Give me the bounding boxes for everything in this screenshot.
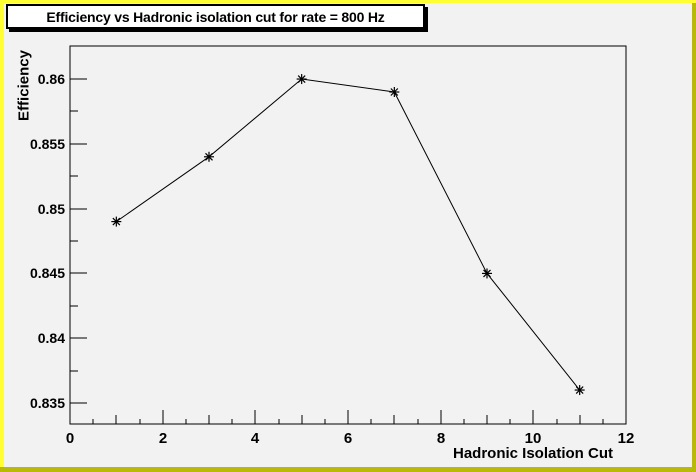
plot-frame — [69, 45, 627, 425]
data-point-marker — [482, 268, 492, 279]
data-point-marker — [389, 87, 400, 98]
y-tick-label: 0.84 — [37, 330, 65, 346]
x-axis-title: Hadronic Isolation Cut — [452, 445, 613, 462]
canvas-border-right — [692, 0, 696, 472]
plot-title-box: Efficiency vs Hadronic isolation cut for… — [6, 4, 425, 29]
x-tick-label: 8 — [436, 430, 446, 447]
data-point-marker — [574, 385, 585, 396]
canvas-border-left — [0, 0, 4, 472]
data-line — [116, 78, 581, 391]
canvas-border-bottom — [0, 467, 696, 472]
plot-title: Efficiency vs Hadronic isolation cut for… — [46, 8, 385, 25]
x-tick-label: 12 — [617, 430, 635, 447]
data-point-marker — [296, 74, 307, 85]
x-tick-label: 0 — [65, 430, 75, 447]
y-tick-label: 0.845 — [29, 265, 65, 281]
x-tick-label: 6 — [343, 430, 353, 447]
y-axis-title: Efficiency — [15, 50, 33, 121]
canvas-border-top — [0, 0, 696, 3]
data-point-marker — [204, 151, 214, 162]
y-tick-label: 0.86 — [37, 71, 65, 87]
y-tick-label: 0.855 — [29, 136, 65, 152]
x-tick-label: 10 — [524, 430, 542, 447]
y-tick-label: 0.835 — [29, 395, 65, 411]
data-point-marker — [111, 216, 122, 227]
x-tick-label: 2 — [158, 430, 168, 447]
x-tick-label: 4 — [250, 430, 260, 447]
y-tick-label: 0.85 — [37, 201, 65, 217]
